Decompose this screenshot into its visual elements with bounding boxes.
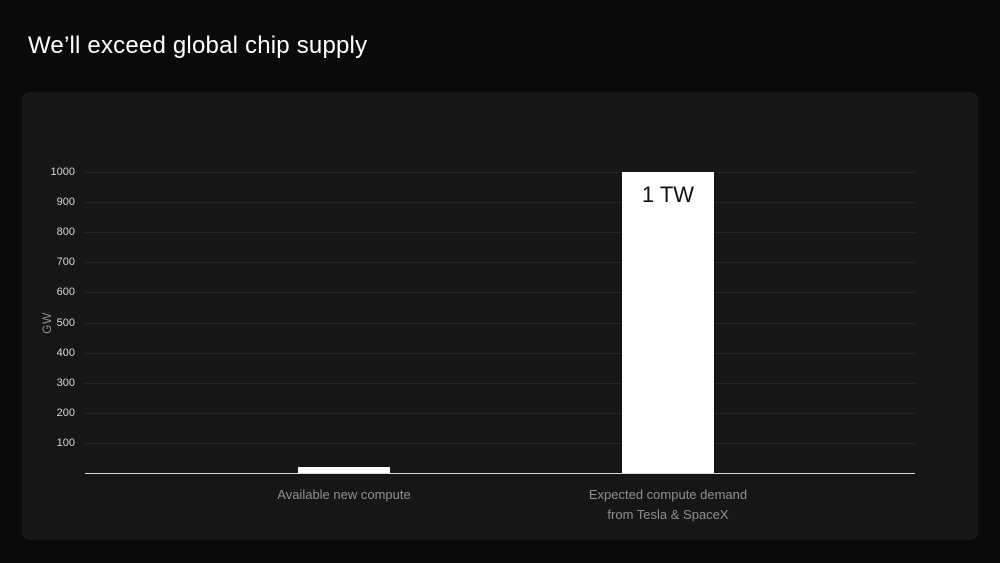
category-label-line: from Tesla & SpaceX bbox=[607, 507, 729, 522]
gridline bbox=[85, 442, 915, 444]
gridline bbox=[85, 382, 915, 384]
page-title: We’ll exceed global chip supply bbox=[28, 32, 368, 59]
y-tick-label: 300 bbox=[56, 376, 75, 389]
y-tick-label: 700 bbox=[56, 256, 75, 269]
y-tick-label: 800 bbox=[56, 226, 75, 239]
y-tick-label: 100 bbox=[56, 436, 75, 449]
bar-0 bbox=[298, 467, 390, 473]
y-tick-label: 400 bbox=[56, 346, 75, 359]
gridline bbox=[85, 292, 915, 294]
y-tick-label: 1000 bbox=[50, 166, 75, 178]
category-label: Expected compute demand from Tesla & Spac… bbox=[518, 485, 818, 525]
y-tick-label: 500 bbox=[56, 316, 75, 329]
chart-panel: GW 100 200 300 400 500 600 700 800 900 1000 Availa… bbox=[22, 92, 978, 540]
gridline bbox=[85, 232, 915, 234]
y-tick-label: 600 bbox=[56, 286, 75, 299]
category-label-line: Expected compute demand bbox=[588, 487, 748, 502]
gridline bbox=[85, 202, 915, 204]
category-label-line: Available new compute bbox=[277, 487, 411, 502]
gridline bbox=[85, 262, 915, 264]
x-axis-line bbox=[85, 473, 915, 474]
gridline bbox=[85, 172, 915, 173]
y-tick-label: 200 bbox=[56, 406, 75, 419]
bar-value-label: 1 TW bbox=[641, 182, 695, 207]
bar-1 bbox=[622, 172, 714, 473]
category-label: Available new compute bbox=[194, 485, 494, 505]
gridline bbox=[85, 352, 915, 354]
y-tick-label: 900 bbox=[56, 196, 75, 209]
gridline bbox=[85, 412, 915, 414]
gridline bbox=[85, 322, 915, 324]
